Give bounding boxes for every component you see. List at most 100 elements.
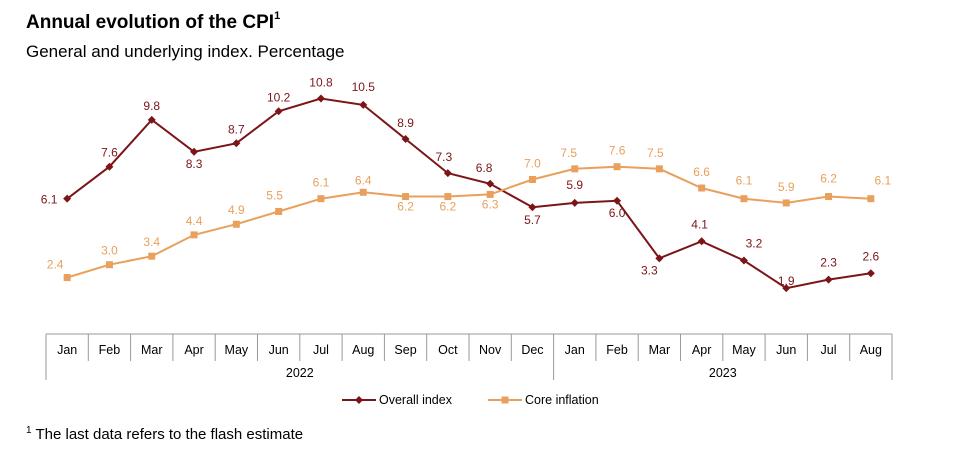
overall-index-data-label-10: 6.8	[476, 161, 493, 175]
core-inflation-point-17	[782, 199, 790, 207]
x-tick-label-1: Feb	[99, 343, 121, 357]
x-tick-label-17: Jun	[776, 343, 796, 357]
overall-index-point-11	[528, 203, 537, 212]
core-inflation-point-19	[867, 195, 875, 203]
chart-subtitle: General and underlying index. Percentage	[26, 42, 345, 61]
footnote: 1 The last data refers to the flash esti…	[26, 425, 304, 443]
core-inflation-data-label-7: 6.4	[355, 173, 372, 187]
x-tick-label-16: May	[732, 343, 756, 357]
x-group-label-2022: 2022	[286, 366, 314, 380]
core-inflation-data-label-0: 2.4	[47, 258, 64, 272]
overall-index-data-label-17: 1.9	[778, 274, 795, 288]
x-tick-label-12: Jan	[565, 343, 585, 357]
x-tick-label-13: Feb	[606, 343, 628, 357]
x-tick-label-14: Mar	[649, 343, 671, 357]
overall-index-point-10	[486, 179, 495, 188]
core-inflation-point-2	[148, 252, 156, 260]
core-inflation-data-label-9: 6.2	[440, 200, 457, 214]
overall-index-data-label-16: 3.2	[746, 236, 763, 250]
overall-index-data-label-11: 5.7	[524, 213, 541, 227]
overall-index-point-13	[613, 196, 622, 205]
overall-index-data-label-1: 7.6	[101, 146, 118, 160]
chart-title: Annual evolution of the CPI1	[26, 10, 281, 33]
core-inflation-point-9	[444, 193, 452, 201]
overall-index-data-label-19: 2.6	[863, 249, 880, 263]
x-tick-label-19: Aug	[860, 343, 882, 357]
core-inflation-point-15	[698, 184, 706, 192]
core-inflation-point-3	[190, 231, 198, 239]
core-inflation-data-label-17: 5.9	[778, 180, 795, 194]
core-inflation-point-10	[486, 190, 494, 198]
overall-index-point-8	[401, 135, 410, 144]
overall-index-point-2	[147, 115, 156, 124]
overall-index-data-label-7: 10.5	[352, 80, 376, 94]
overall-index-data-label-14: 3.3	[641, 263, 658, 277]
overall-index-data-label-15: 4.1	[691, 217, 708, 231]
overall-index-point-6	[316, 94, 325, 103]
core-inflation-point-7	[359, 188, 367, 196]
legend-overall-index-label: Overall index	[379, 393, 453, 407]
core-inflation-point-12	[571, 165, 579, 173]
core-inflation-data-label-19: 6.1	[875, 174, 892, 188]
core-inflation-point-11	[528, 175, 536, 183]
x-tick-label-4: May	[225, 343, 249, 357]
core-inflation-point-1	[105, 261, 113, 269]
core-inflation-data-label-8: 6.2	[397, 200, 414, 214]
overall-index-point-16	[739, 256, 748, 265]
core-inflation-data-label-6: 6.1	[313, 176, 330, 190]
overall-index-point-4	[232, 139, 241, 148]
core-inflation-data-label-10: 6.3	[482, 197, 499, 211]
overall-index-point-5	[274, 107, 283, 116]
core-inflation-point-4	[232, 220, 240, 228]
overall-index-data-label-18: 2.3	[820, 256, 837, 270]
core-inflation-data-label-13: 7.6	[609, 144, 626, 158]
overall-index-point-15	[697, 237, 706, 246]
core-inflation-data-label-4: 4.9	[228, 203, 245, 217]
x-tick-label-6: Jul	[313, 343, 329, 357]
overall-index-data-label-6: 10.8	[309, 76, 333, 90]
x-tick-label-11: Dec	[521, 343, 543, 357]
overall-index-point-19	[866, 269, 875, 278]
legend-core-inflation-marker	[501, 396, 509, 404]
core-inflation-data-label-1: 3.0	[101, 244, 118, 258]
core-inflation-point-8	[402, 193, 410, 201]
legend-overall-index-marker	[355, 396, 363, 404]
overall-index-data-label-8: 8.9	[397, 116, 414, 130]
x-group-label-2023: 2023	[709, 366, 737, 380]
x-tick-label-9: Oct	[438, 343, 458, 357]
x-tick-label-0: Jan	[57, 343, 77, 357]
overall-index-data-label-2: 9.8	[143, 99, 160, 113]
overall-index-point-12	[570, 198, 579, 207]
overall-index-point-9	[443, 169, 452, 178]
core-inflation-line	[66, 165, 871, 279]
overall-index-point-7	[359, 100, 368, 109]
legend-core-inflation-label: Core inflation	[525, 393, 599, 407]
overall-index-point-0	[63, 194, 72, 203]
overall-index-data-label-9: 7.3	[436, 150, 453, 164]
overall-index-data-label-4: 8.7	[228, 122, 245, 136]
core-inflation-point-13	[613, 163, 621, 171]
overall-index-data-label-0: 6.1	[41, 193, 58, 207]
core-inflation-point-0	[63, 274, 71, 282]
cpi-line-chart: Jan Feb Mar Apr May Jun Jul Aug Sep Oct Nov Dec Jan F…	[41, 76, 893, 407]
x-tick-label-3: Apr	[184, 343, 203, 357]
overall-index-data-label-12: 5.9	[566, 178, 583, 192]
core-inflation-point-6	[317, 195, 325, 203]
core-inflation-data-label-11: 7.0	[524, 156, 541, 170]
core-inflation-point-18	[825, 193, 833, 201]
overall-index-point-14	[655, 254, 664, 263]
core-inflation-data-label-2: 3.4	[143, 235, 160, 249]
core-inflation-data-label-14: 7.5	[647, 146, 664, 160]
overall-index-data-label-3: 8.3	[186, 157, 203, 171]
core-inflation-data-label-15: 6.6	[693, 165, 710, 179]
x-tick-label-8: Sep	[394, 343, 416, 357]
core-inflation-data-label-18: 6.2	[820, 172, 837, 186]
overall-index-line	[66, 97, 871, 290]
core-inflation-data-label-16: 6.1	[736, 174, 753, 188]
core-inflation-point-14	[655, 165, 663, 173]
x-tick-label-18: Jul	[821, 343, 837, 357]
core-inflation-data-label-5: 5.5	[266, 188, 283, 202]
core-inflation-point-5	[275, 207, 283, 215]
x-tick-label-7: Aug	[352, 343, 374, 357]
overall-index-data-label-13: 6.0	[609, 206, 626, 220]
